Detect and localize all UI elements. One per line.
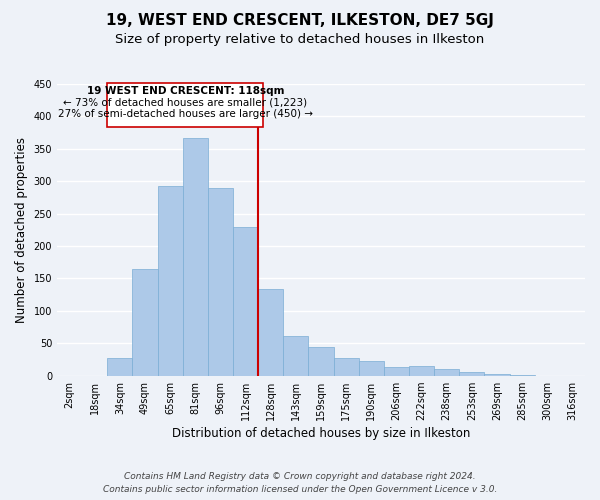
- X-axis label: Distribution of detached houses by size in Ilkeston: Distribution of detached houses by size …: [172, 427, 470, 440]
- Bar: [509, 375, 535, 376]
- Bar: [283, 336, 308, 376]
- Y-axis label: Number of detached properties: Number of detached properties: [15, 137, 28, 323]
- Text: 27% of semi-detached houses are larger (450) →: 27% of semi-detached houses are larger (…: [58, 110, 313, 120]
- Text: Size of property relative to detached houses in Ilkeston: Size of property relative to detached ho…: [115, 32, 485, 46]
- Bar: [233, 228, 258, 376]
- Bar: [459, 372, 484, 376]
- Text: Contains public sector information licensed under the Open Government Licence v : Contains public sector information licen…: [103, 484, 497, 494]
- Bar: [359, 362, 384, 376]
- Bar: [208, 188, 233, 376]
- Bar: [258, 289, 283, 376]
- Bar: [434, 368, 459, 376]
- FancyBboxPatch shape: [107, 84, 263, 128]
- Text: 19, WEST END CRESCENT, ILKESTON, DE7 5GJ: 19, WEST END CRESCENT, ILKESTON, DE7 5GJ: [106, 12, 494, 28]
- Bar: [409, 366, 434, 376]
- Bar: [384, 368, 409, 376]
- Bar: [308, 347, 334, 376]
- Bar: [334, 358, 359, 376]
- Bar: [484, 374, 509, 376]
- Bar: [183, 138, 208, 376]
- Bar: [133, 270, 158, 376]
- Bar: [158, 186, 183, 376]
- Bar: [107, 358, 133, 376]
- Text: Contains HM Land Registry data © Crown copyright and database right 2024.: Contains HM Land Registry data © Crown c…: [124, 472, 476, 481]
- Text: 19 WEST END CRESCENT: 118sqm: 19 WEST END CRESCENT: 118sqm: [86, 86, 284, 96]
- Text: ← 73% of detached houses are smaller (1,223): ← 73% of detached houses are smaller (1,…: [63, 98, 307, 108]
